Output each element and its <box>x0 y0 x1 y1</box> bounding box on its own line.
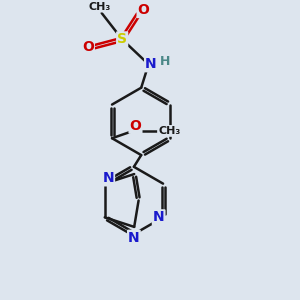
Text: S: S <box>117 32 127 46</box>
Text: N: N <box>153 210 164 224</box>
Text: CH₃: CH₃ <box>88 2 110 12</box>
Text: CH₃: CH₃ <box>158 126 180 136</box>
Text: N: N <box>102 171 114 185</box>
Text: O: O <box>138 3 149 17</box>
Text: N: N <box>128 231 140 245</box>
Text: H: H <box>160 56 170 68</box>
Text: N: N <box>145 57 157 71</box>
Text: O: O <box>130 118 141 133</box>
Text: O: O <box>82 40 94 54</box>
